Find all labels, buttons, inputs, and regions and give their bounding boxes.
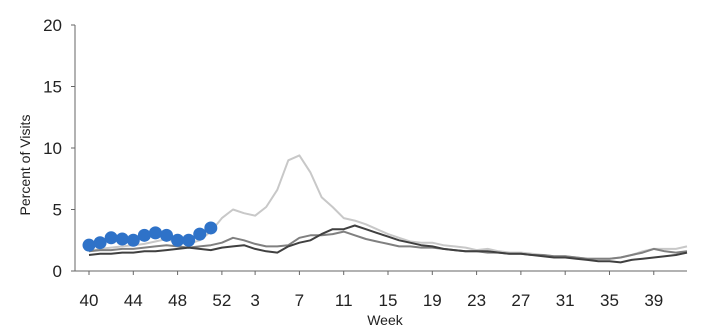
- data-point: [160, 228, 174, 242]
- y-tick-label: 5: [53, 201, 62, 220]
- y-tick-label: 20: [43, 16, 62, 35]
- data-point: [204, 221, 218, 235]
- y-axis-title: Percent of Visits: [17, 115, 33, 216]
- x-tick-label: 15: [379, 291, 398, 310]
- y-tick-label: 0: [53, 262, 62, 281]
- data-point: [148, 226, 162, 240]
- data-point: [171, 233, 185, 247]
- x-tick-label: 23: [467, 291, 486, 310]
- data-point: [137, 228, 151, 242]
- x-tick-label: 7: [295, 291, 304, 310]
- x-tick-label: 39: [644, 291, 663, 310]
- x-tick-label: 52: [212, 291, 231, 310]
- data-point: [115, 232, 129, 246]
- x-tick-label: 35: [600, 291, 619, 310]
- y-axis: 0 5 10 15 20: [43, 16, 76, 281]
- x-tick-label: 3: [250, 291, 259, 310]
- x-tick-label: 40: [80, 291, 99, 310]
- data-point: [126, 233, 140, 247]
- x-axis-title: Week: [367, 312, 404, 328]
- data-point: [182, 233, 196, 247]
- x-axis: 40 44 48 52 3 7 11 15 19 23 27 31 35 39: [75, 270, 687, 310]
- data-point: [93, 236, 107, 250]
- data-point: [82, 238, 96, 252]
- x-tick-label: 48: [168, 291, 187, 310]
- data-point: [193, 227, 207, 241]
- x-tick-label: 27: [511, 291, 530, 310]
- y-tick-label: 15: [43, 78, 62, 97]
- series-layer: [82, 154, 688, 264]
- x-tick-label: 19: [423, 291, 442, 310]
- x-tick-label: 11: [335, 291, 353, 310]
- y-tick-label: 10: [43, 139, 62, 158]
- data-point: [104, 231, 118, 245]
- series-line-2: [88, 224, 688, 264]
- x-tick-label: 44: [124, 291, 143, 310]
- x-tick-label: 31: [556, 291, 575, 310]
